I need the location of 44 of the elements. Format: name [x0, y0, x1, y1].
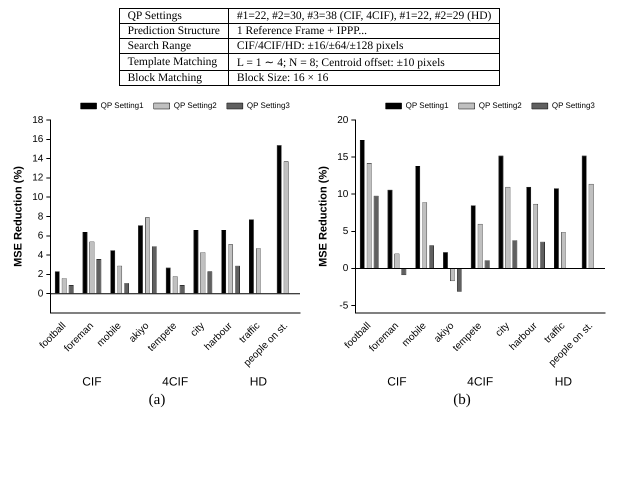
text: QP Settings [119, 8, 228, 24]
text: CIF [82, 374, 102, 388]
y-tick-label: 10 [337, 188, 349, 200]
legend-label: QP Setting2 [478, 101, 522, 110]
y-axis-title: MSE Reduction (%) [12, 166, 25, 267]
text: #1=22, #2=30, #3=38 (CIF, 4CIF), #1=22, #2=29 (HD) [228, 8, 500, 24]
y-tick-label: 15 [337, 152, 349, 163]
y-tick-label: -5 [339, 300, 349, 312]
y-tick-label: 6 [38, 230, 44, 242]
y-tick-label: 4 [38, 250, 44, 261]
y-tick-label: 0 [38, 288, 44, 300]
legend-label: QP Setting2 [174, 101, 218, 110]
text: L = 1 ∼ 4; N = 8; Centroid offset: ±10 pixels [228, 54, 500, 70]
text: Search Range [119, 38, 228, 54]
text: Block Size: 16 × 16 [228, 70, 500, 86]
y-tick-label: 0 [342, 263, 349, 274]
y-tick-label: 5 [342, 226, 349, 238]
legend-label: QP Setting1 [406, 101, 450, 110]
text: CIF/4CIF/HD: ±16/±64/±128 pixels [228, 38, 500, 54]
text: Prediction Structure [119, 24, 228, 38]
legend-label: QP Setting1 [100, 101, 144, 110]
y-tick-label: 8 [38, 211, 44, 222]
y-tick-label: 18 [32, 114, 44, 126]
y-axis-title: MSE Reduction (%) [318, 166, 330, 267]
text: (b) [452, 392, 472, 409]
y-tick-label: 20 [337, 114, 349, 126]
text: CIF [387, 374, 407, 388]
y-tick-label: 14 [32, 153, 44, 164]
y-tick-label: 2 [38, 269, 44, 280]
text: 1 Reference Frame + IPPP... [228, 24, 500, 38]
x-tick-label: city [188, 320, 207, 339]
text: HD [554, 374, 572, 388]
text: 4CIF [467, 374, 494, 388]
legend-label: QP Setting3 [552, 101, 596, 110]
text: Template Matching [119, 54, 228, 70]
legend-label: QP Setting3 [246, 101, 290, 110]
y-tick-label: 12 [32, 172, 44, 184]
text: (a) [148, 392, 166, 409]
y-tick-label: 16 [32, 134, 44, 146]
text: HD [250, 374, 268, 388]
text: 4CIF [162, 374, 188, 388]
x-tick-label: city [494, 320, 512, 339]
y-tick-label: 10 [32, 192, 44, 203]
text: Block Matching [119, 70, 228, 86]
